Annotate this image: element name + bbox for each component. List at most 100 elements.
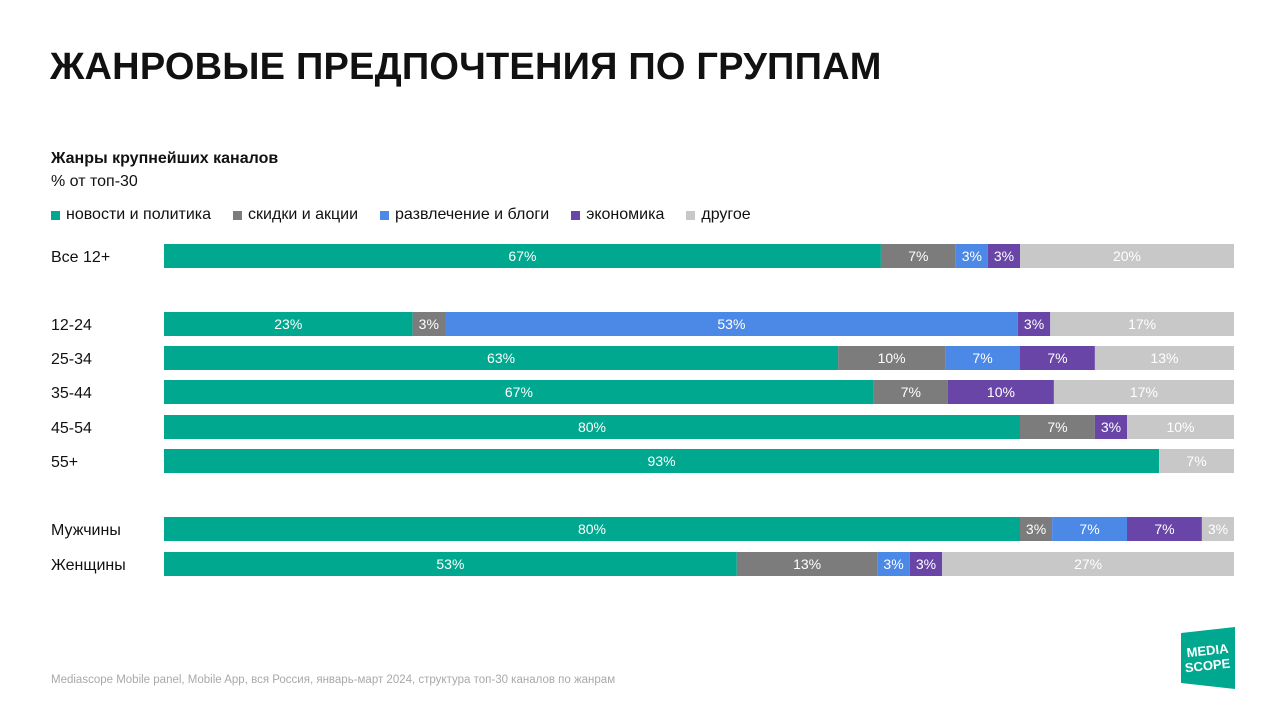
- bar-data-label: 7%: [1047, 419, 1067, 435]
- bar-segment: [164, 552, 737, 576]
- bar-segment: [164, 449, 1160, 473]
- bar-data-label: 3%: [916, 556, 936, 572]
- bar-segment: [1020, 346, 1095, 370]
- bar-segment: [987, 244, 1020, 268]
- source-footnote: Mediascope Mobile panel, Mobile App, вся…: [51, 674, 616, 686]
- bar-data-label: 13%: [793, 556, 821, 572]
- bar-segment: [1052, 517, 1127, 541]
- bar-segment: [838, 346, 946, 370]
- bar-data-label: 3%: [1024, 316, 1044, 332]
- bar-segment: [947, 380, 1054, 404]
- legend-item: другое: [686, 206, 751, 224]
- category-label: Женщины: [51, 557, 126, 574]
- category-label: 55+: [51, 454, 78, 471]
- bar-data-label: 3%: [883, 556, 903, 572]
- bar-segment: [164, 415, 1020, 439]
- bar-data-label: 7%: [908, 248, 928, 264]
- bar-data-label: 3%: [1101, 419, 1121, 435]
- bar-data-label: 7%: [901, 384, 921, 400]
- bar-segment: [445, 312, 1018, 336]
- bar-segment: [1020, 517, 1053, 541]
- legend-swatch: [571, 210, 581, 220]
- logo-background: [1181, 627, 1235, 689]
- category-label: Все 12+: [51, 249, 110, 266]
- bar-data-label: 20%: [1113, 248, 1141, 264]
- bar-segment: [164, 312, 413, 336]
- legend-label: другое: [701, 206, 751, 223]
- legend-swatch: [380, 210, 390, 220]
- category-label: 25-34: [51, 351, 92, 368]
- bar-data-label: 80%: [578, 419, 606, 435]
- bar-segment: [955, 244, 988, 268]
- bar-data-label: 10%: [878, 350, 906, 366]
- bar-data-label: 63%: [487, 350, 515, 366]
- bar-data-label: 7%: [1047, 350, 1067, 366]
- category-label: 12-24: [51, 317, 92, 334]
- bar-data-label: 17%: [1128, 316, 1156, 332]
- bar-segment: [164, 380, 874, 404]
- legend-label: развлечение и блоги: [395, 206, 550, 223]
- legend-item: скидки и акции: [233, 206, 358, 224]
- stacked-bar-chart: Все 12+ 67% 7% 3% 3% 20% 12-24 23% 3% 53% 3% 17% 25-…: [51, 244, 1234, 576]
- bar-data-label: 10%: [987, 384, 1015, 400]
- bar-data-label: 10%: [1166, 419, 1194, 435]
- bar-data-label: 7%: [1186, 453, 1206, 469]
- category-label: Мужчины: [51, 522, 121, 539]
- bar-segment: [1053, 380, 1234, 404]
- bar-data-label: 27%: [1074, 556, 1102, 572]
- bar-segment: [1017, 312, 1051, 336]
- bar-data-label: 3%: [1208, 521, 1228, 537]
- page-title: ЖАНРОВЫЕ ПРЕДПОЧТЕНИЯ ПО ГРУППАМ: [50, 46, 882, 88]
- legend-swatch: [51, 210, 60, 220]
- legend-item: новости и политика: [51, 206, 211, 224]
- bar-segment: [1094, 346, 1234, 370]
- bar-data-label: 53%: [436, 556, 464, 572]
- bar-segment: [1050, 312, 1234, 336]
- category-label: 45-54: [51, 420, 92, 437]
- legend-label: экономика: [586, 206, 665, 223]
- bar-data-label: 3%: [419, 316, 439, 332]
- bar-segment: [1094, 415, 1127, 439]
- bar-segment: [909, 552, 943, 576]
- legend-swatch: [233, 210, 243, 220]
- bar-data-label: 17%: [1130, 384, 1158, 400]
- bar-data-label: 3%: [1026, 521, 1046, 537]
- bar-segment: [164, 346, 839, 370]
- bar-data-label: 53%: [717, 316, 745, 332]
- mediascope-logo: MEDIA SCOPE: [1181, 627, 1235, 689]
- bar-segment: [1201, 517, 1234, 541]
- bar-data-label: 3%: [962, 248, 982, 264]
- bar-segment: [873, 380, 948, 404]
- legend-swatch: [686, 210, 696, 220]
- bar-segment: [736, 552, 878, 576]
- bar-data-label: 67%: [505, 384, 533, 400]
- chart-subtitle: Жанры крупнейших каналов: [51, 150, 279, 167]
- category-label: 35-44: [51, 385, 92, 402]
- legend-item: развлечение и блоги: [380, 206, 549, 224]
- bar-segment: [1127, 517, 1202, 541]
- logo-line2: SCOPE: [1184, 656, 1231, 676]
- bar-data-label: 23%: [274, 316, 302, 332]
- bar-data-label: 93%: [648, 453, 676, 469]
- bar-segment: [412, 312, 446, 336]
- legend-label: скидки и акции: [248, 206, 359, 223]
- bar-segment: [877, 552, 910, 576]
- legend-item: экономика: [571, 206, 664, 224]
- bar-data-label: 80%: [578, 521, 606, 537]
- bar-segment: [1020, 415, 1095, 439]
- bar-data-label: 3%: [994, 248, 1014, 264]
- bar-data-label: 13%: [1150, 350, 1178, 366]
- legend-label: новости и политика: [66, 206, 212, 223]
- bar-segment: [1020, 244, 1234, 268]
- bar-data-label: 7%: [972, 350, 992, 366]
- bar-data-label: 7%: [1154, 521, 1174, 537]
- bar-data-label: 7%: [1079, 521, 1099, 537]
- bar-segment: [1127, 415, 1234, 439]
- bar-segment: [945, 346, 1020, 370]
- logo-line1: MEDIA: [1186, 641, 1230, 660]
- bar-data-label: 67%: [508, 248, 536, 264]
- bar-segment: [164, 244, 881, 268]
- bar-segment: [942, 552, 1234, 576]
- bar-segment: [164, 517, 1020, 541]
- bar-segment: [880, 244, 956, 268]
